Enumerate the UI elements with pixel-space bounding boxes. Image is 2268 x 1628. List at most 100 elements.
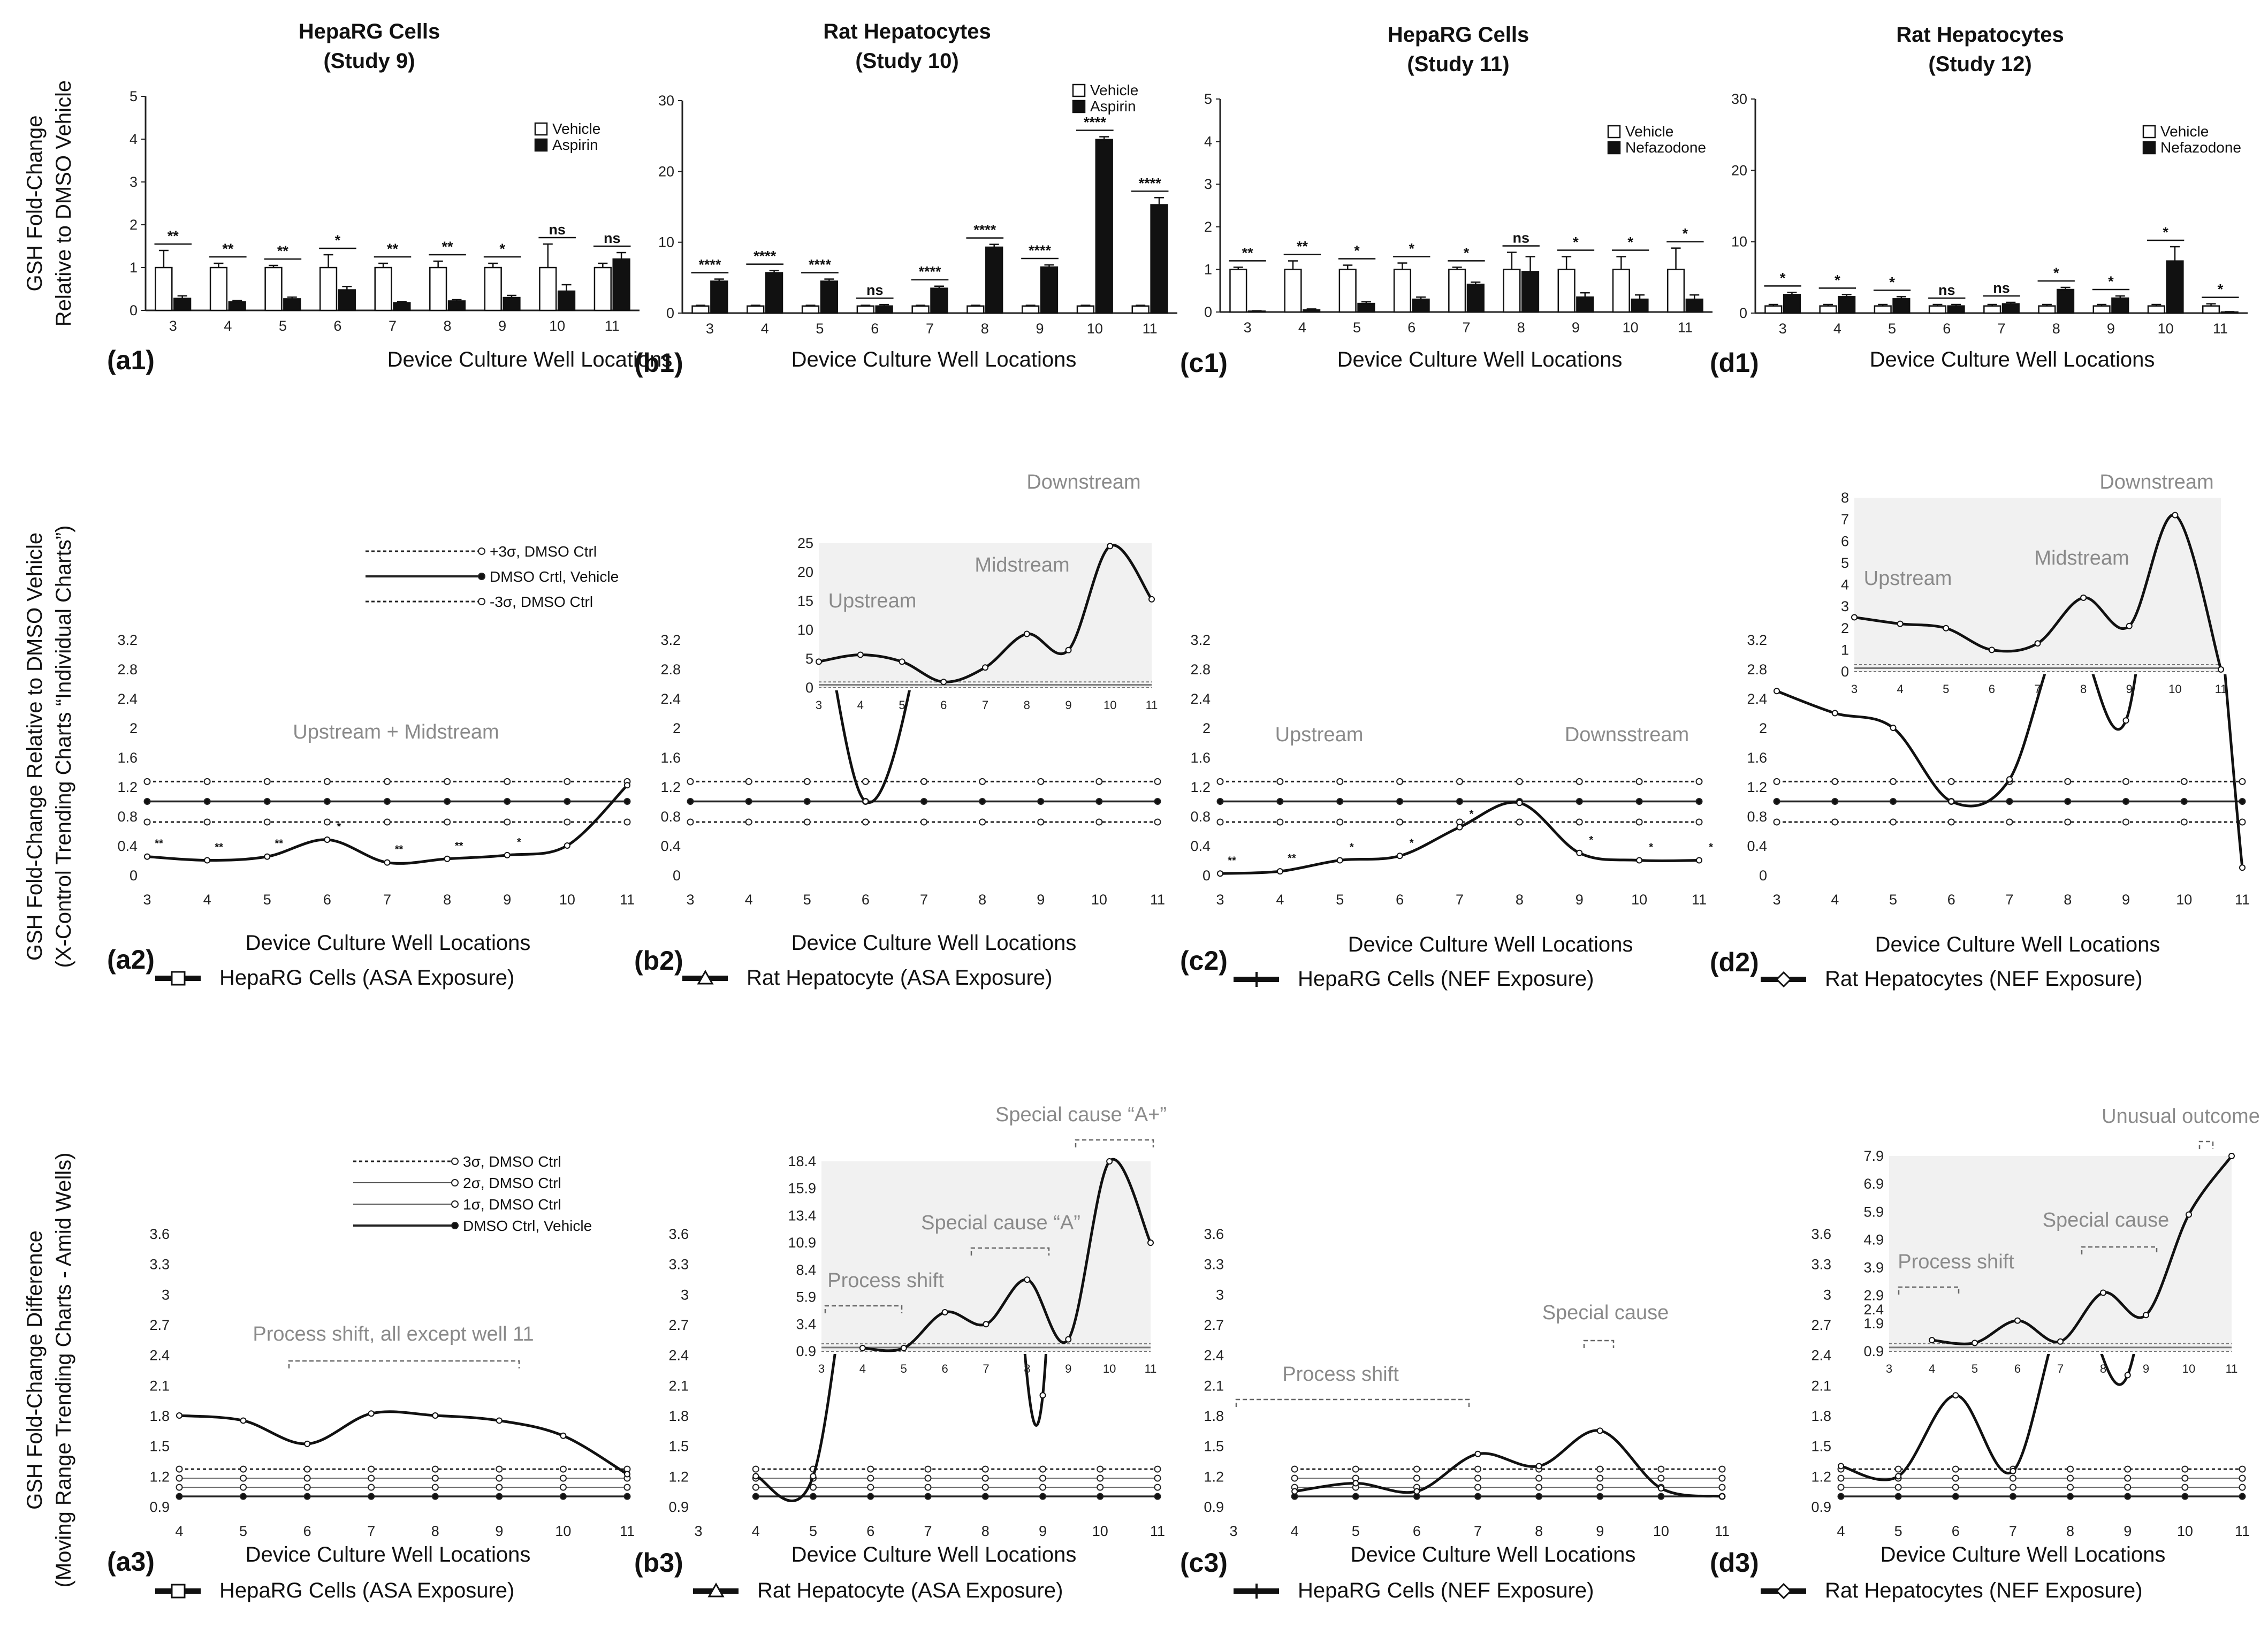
y-tick-label-a3: 1.5 <box>149 1439 170 1455</box>
data-point-c2 <box>1576 849 1583 856</box>
inset-data-point-b2 <box>940 679 947 686</box>
bar-a1-aspirin <box>612 258 630 311</box>
x-tick-label-d1: 4 <box>1833 321 1841 337</box>
x-axis-title-a2: Device Culture Well Locations <box>246 931 531 955</box>
data-point-d2 <box>2122 717 2129 724</box>
bar-d1-nefazodone <box>1892 298 1911 314</box>
center-line-a2-marker <box>623 798 631 805</box>
y-tick-label-c2: 2.4 <box>1190 691 1211 707</box>
sig-mark-a2: ** <box>455 840 463 852</box>
inset-x-tick-d3: 5 <box>1972 1362 1978 1375</box>
inset-y-tick-d2: 0 <box>1841 664 1849 680</box>
upper-control-line-b2-marker <box>687 778 694 785</box>
data-point-a2 <box>384 859 391 866</box>
bar-c1-vehicle <box>1448 269 1466 313</box>
sig-label-c1: ** <box>1297 238 1308 254</box>
inset-x-tick-d3: 4 <box>1929 1362 1935 1375</box>
row2-ylabel: GSH Fold-Change Relative to DMSO Vehicle… <box>23 526 75 968</box>
x-tick-label-c1: 7 <box>1462 319 1470 336</box>
bar-b1-aspirin <box>820 280 839 314</box>
lower-control-line-b2-marker <box>1037 818 1045 826</box>
inset-y-tick-b3: 15.9 <box>788 1181 816 1197</box>
sigma3-line-c3-marker <box>1596 1465 1604 1473</box>
sig-label-d1: * <box>2218 282 2224 298</box>
sig-label-c1: * <box>1573 234 1579 250</box>
x-tick-label-c3: 6 <box>1413 1523 1421 1539</box>
sigma2-line-b3-marker <box>1154 1474 1161 1482</box>
sigma1-line-d3-marker <box>1894 1484 1902 1491</box>
x-tick-label-c3: 5 <box>1352 1523 1360 1539</box>
inset-data-point-d2 <box>2126 622 2133 629</box>
y-tick-label-b3: 3.3 <box>668 1257 689 1273</box>
sigma3-line-b3-marker <box>1154 1465 1161 1473</box>
inset-y-tick-b3: 8.4 <box>796 1262 816 1278</box>
sigma2-line-a3-marker <box>496 1474 503 1482</box>
upper-control-line-d2-marker <box>2239 778 2246 785</box>
x-tick-label-a2: 6 <box>323 892 331 908</box>
x-tick-label-a2: 9 <box>503 892 511 908</box>
inset-x-tick-b3: 11 <box>1145 1362 1157 1375</box>
inset-y-tick-d2: 5 <box>1841 555 1849 571</box>
sigma1-line-a3-marker <box>431 1484 439 1491</box>
inset-y-tick-d3: 0.9 <box>1863 1343 1884 1359</box>
x-tick-label-b3: 6 <box>866 1523 874 1539</box>
row3-ylabel-line2: (Moving Range Trending Charts - Amid Wel… <box>52 1153 75 1588</box>
diamond-marker-icon <box>1775 971 1792 988</box>
legend-label-c1: Vehicle <box>1625 123 1673 140</box>
sigma3-line-b3-marker <box>924 1465 932 1473</box>
bar-a1-aspirin <box>283 298 301 311</box>
data-point-c2 <box>1396 853 1403 859</box>
x-tick-label-a1: 3 <box>169 318 177 334</box>
data-point-b3 <box>752 1473 759 1480</box>
data-point-c3 <box>1719 1493 1725 1500</box>
sig-mark-a2: * <box>517 836 521 848</box>
center-line-d3-marker <box>1952 1493 1959 1500</box>
inset-x-tick-d3: 10 <box>2182 1362 2195 1375</box>
lower-control-line-a2-marker <box>323 818 331 826</box>
bar-c1-nefazodone <box>1631 298 1649 313</box>
legend-mr-label-2: 1σ, DMSO Ctrl <box>463 1196 561 1213</box>
data-point-d2 <box>1948 798 1955 805</box>
x-tick-label-c3: 4 <box>1291 1523 1299 1539</box>
sigma2-line-d3-marker <box>2239 1474 2246 1482</box>
sigma1-line-d3-marker <box>2067 1484 2074 1491</box>
x-tick-label-c1: 11 <box>1678 319 1693 336</box>
bar-c1-nefazodone <box>1412 298 1430 313</box>
data-point-a2 <box>144 853 150 860</box>
x-tick-label-c3: 10 <box>1653 1523 1669 1539</box>
x-axis-title-d2: Device Culture Well Locations <box>1875 933 2160 956</box>
inset-data-point-d3 <box>2186 1211 2192 1218</box>
inset-y-tick-b3: 0.9 <box>796 1343 816 1359</box>
y-tick-label-c3: 2.7 <box>1204 1317 1224 1333</box>
y-tick-label-c3: 2.4 <box>1204 1348 1224 1364</box>
y-tick-label-d1: 30 <box>1731 91 1747 107</box>
x-tick-label-c3: 9 <box>1596 1523 1604 1539</box>
y-tick-label-c2: 0.4 <box>1190 838 1211 854</box>
bar-c1-nefazodone <box>1303 309 1321 313</box>
panel-label-b1: (b1) <box>634 348 683 378</box>
center-line-d3-marker <box>2181 1493 2189 1500</box>
center-line-b3-marker <box>1154 1493 1161 1500</box>
sigma3-line-c3-marker <box>1291 1465 1298 1473</box>
x-tick-label-d3: 8 <box>2066 1523 2074 1539</box>
x-tick-label-b1: 5 <box>816 321 824 337</box>
sig-label-d1: * <box>2053 265 2059 281</box>
center-line-c2-marker <box>1576 798 1583 805</box>
y-tick-label-c2: 1.6 <box>1190 750 1211 766</box>
upper-control-line-d2-marker <box>2180 778 2188 785</box>
data-point-a3 <box>176 1412 182 1419</box>
x-tick-label-d2: 9 <box>2122 892 2130 908</box>
bar-a1-vehicle <box>374 267 392 311</box>
bar-c1-nefazodone <box>1521 271 1540 313</box>
annotation-bracket-d3 <box>2198 1140 2214 1149</box>
inset-x-tick-d2: 4 <box>1897 682 1904 696</box>
center-line-a3-marker <box>496 1493 503 1500</box>
inset-y-tick-d3: 3.9 <box>1863 1260 1884 1276</box>
legend-label-b1: Vehicle <box>1090 82 1138 98</box>
x-tick-label-b1: 11 <box>1143 321 1158 337</box>
sigma2-line-c3-marker <box>1413 1474 1420 1482</box>
sigma1-line-d3-marker <box>2124 1484 2132 1491</box>
x-tick-label-d2: 4 <box>1831 892 1839 908</box>
sigma1-line-d3-marker <box>2239 1484 2246 1491</box>
